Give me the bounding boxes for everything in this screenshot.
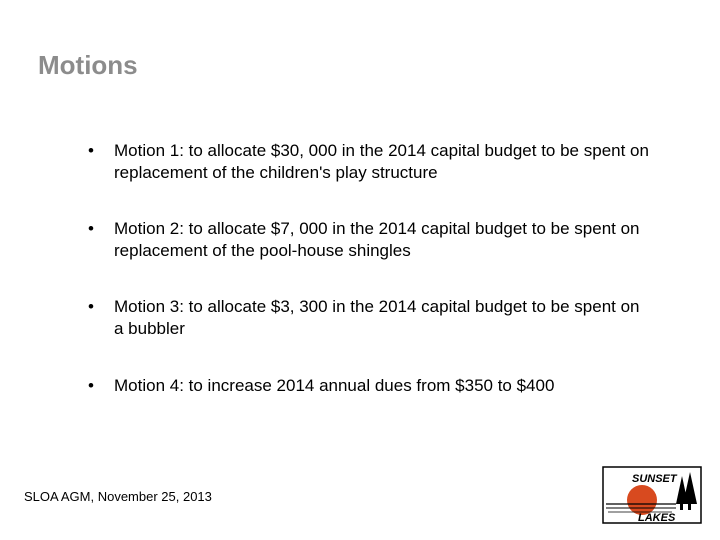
footer-text: SLOA AGM, November 25, 2013 — [24, 489, 212, 504]
list-item: Motion 4: to increase 2014 annual dues f… — [82, 375, 650, 397]
list-item: Motion 2: to allocate $7, 000 in the 201… — [82, 218, 650, 262]
sunset-lakes-logo: SUNSET LAKES — [602, 466, 702, 524]
slide: { "title": "Motions", "bullets": [ "Moti… — [0, 0, 720, 540]
motions-list: Motion 1: to allocate $30, 000 in the 20… — [82, 140, 650, 431]
slide-title: Motions — [38, 50, 138, 81]
list-item: Motion 1: to allocate $30, 000 in the 20… — [82, 140, 650, 184]
list-item: Motion 3: to allocate $3, 300 in the 201… — [82, 296, 650, 340]
logo-text-bottom: LAKES — [638, 512, 676, 524]
logo-text-top: SUNSET — [632, 473, 678, 485]
